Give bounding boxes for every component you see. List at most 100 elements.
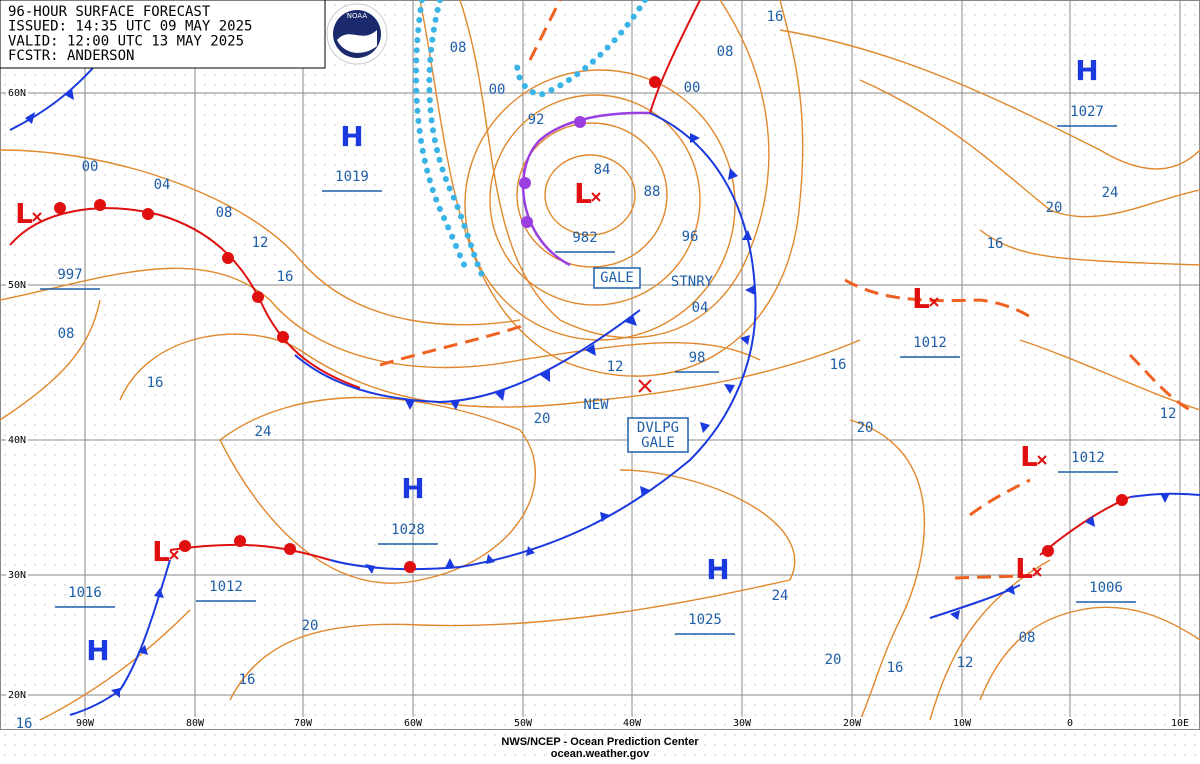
- header-box: [0, 0, 326, 69]
- isobar-label: 08: [216, 205, 233, 221]
- center-pressure: 1025: [688, 612, 722, 628]
- dvlpg-label: GALE: [641, 435, 675, 451]
- center-symbol: L: [574, 177, 592, 210]
- longitude-label: 10W: [953, 718, 972, 729]
- center-symbol: L: [15, 197, 33, 230]
- isobar-label: 00: [82, 159, 99, 175]
- lon-label-bg: [289, 717, 317, 729]
- isobar-label: 16: [987, 236, 1004, 252]
- lon-label-bg: [399, 717, 427, 729]
- longitude-label: 40W: [623, 718, 642, 729]
- lon-label-bg: [618, 717, 646, 729]
- footer-line: ocean.weather.gov: [551, 748, 650, 760]
- lat-label-bg: [6, 434, 28, 446]
- center-pressure: 1028: [391, 522, 425, 538]
- isobar-label: 20: [534, 411, 551, 427]
- center-x: [169, 550, 179, 560]
- isobar-label: 00: [489, 82, 506, 98]
- center-symbol: L: [912, 282, 930, 315]
- center-symbol: L: [152, 535, 170, 568]
- longitude-label: 0: [1067, 718, 1073, 729]
- dvlpg-label: DVLPG: [637, 420, 679, 436]
- center-pressure: 1012: [913, 335, 947, 351]
- longitude-label: 30W: [733, 718, 752, 729]
- lon-label-bg: [1166, 717, 1194, 729]
- longitude-label: 70W: [294, 718, 313, 729]
- lon-label-bg: [1056, 717, 1084, 729]
- isobar-label: 20: [302, 618, 319, 634]
- center-x: [1037, 455, 1047, 465]
- center-pressure: 1019: [335, 169, 369, 185]
- center-symbol: L: [1015, 552, 1033, 585]
- stationary-label: STNRY: [671, 274, 714, 290]
- front-symbols: [25, 76, 1170, 698]
- lon-label-bg: [948, 717, 976, 729]
- header-line: VALID: 12:00 UTC 13 MAY 2025: [8, 33, 244, 49]
- isobar-label: 84: [594, 162, 611, 178]
- longitude-label: 10E: [1171, 718, 1189, 729]
- longitude-label: 80W: [186, 718, 205, 729]
- lon-label-bg: [509, 717, 537, 729]
- lon-label-bg: [71, 717, 99, 729]
- isobar-label: 12: [1160, 406, 1177, 422]
- isobar-label: 20: [1046, 200, 1063, 216]
- isobar-label: 04: [154, 177, 171, 193]
- lon-label-bg: [728, 717, 756, 729]
- isobar-label: 24: [255, 424, 272, 440]
- new-label: NEW: [583, 397, 609, 413]
- lon-label-bg: [181, 717, 209, 729]
- isobar-label: 24: [772, 588, 789, 604]
- isobar-label: 16: [277, 269, 294, 285]
- center-symbol: H: [86, 634, 109, 667]
- isobar-label: 08: [450, 40, 467, 56]
- isobar-label: 88: [644, 184, 661, 200]
- new-low-x: [638, 379, 652, 393]
- isobar-label: 12: [957, 655, 974, 671]
- header-line: 96-HOUR SURFACE FORECAST: [8, 4, 211, 20]
- latitude-label: 20N: [8, 690, 26, 701]
- center-x: [929, 297, 939, 307]
- isobar-label: 08: [58, 326, 75, 342]
- longitude-label: 50W: [514, 718, 533, 729]
- longitude-label: 20W: [843, 718, 862, 729]
- center-pressure: 1012: [1071, 450, 1105, 466]
- latitude-label: 50N: [8, 280, 26, 291]
- lat-label-bg: [6, 689, 28, 701]
- new-low-pressure: 98: [689, 350, 706, 366]
- latitude-label: 60N: [8, 88, 26, 99]
- center-x: [591, 192, 601, 202]
- isobar-label: 12: [607, 359, 624, 375]
- center-pressure: 997: [57, 267, 82, 283]
- center-symbol: H: [401, 472, 424, 505]
- isobar-label: 08: [717, 44, 734, 60]
- center-pressure: 982: [572, 230, 597, 246]
- isobar-label: 04: [692, 300, 709, 316]
- isobar-label: 16: [830, 357, 847, 373]
- lat-label-bg: [6, 279, 28, 291]
- center-symbol: H: [706, 553, 729, 586]
- isobar-label: 96: [682, 229, 699, 245]
- isobar-label: 24: [1102, 185, 1119, 201]
- isobar-label: 16: [767, 9, 784, 25]
- center-pressure: 1016: [68, 585, 102, 601]
- gale-box: [593, 267, 641, 289]
- footer-line: NWS/NCEP - Ocean Prediction Center: [501, 736, 699, 748]
- center-symbol: H: [1075, 54, 1098, 87]
- latitude-label: 40N: [8, 435, 26, 446]
- center-pressure: 1012: [209, 579, 243, 595]
- noaa-logo: [326, 3, 388, 65]
- longitude-label: 90W: [76, 718, 95, 729]
- center-symbol: L: [1020, 440, 1038, 473]
- logo-text: NOAA: [347, 12, 368, 20]
- center-pressure: 1027: [1070, 104, 1104, 120]
- isobar-label: 00: [684, 80, 701, 96]
- header-line: ISSUED: 14:35 UTC 09 MAY 2025: [8, 19, 252, 35]
- isobar-label: 20: [857, 420, 874, 436]
- header-line: FCSTR: ANDERSON: [8, 48, 134, 64]
- lat-label-bg: [6, 87, 28, 99]
- isobar-label: 92: [528, 112, 545, 128]
- isobar-label: 16: [147, 375, 164, 391]
- isobar-label: 08: [1019, 630, 1036, 646]
